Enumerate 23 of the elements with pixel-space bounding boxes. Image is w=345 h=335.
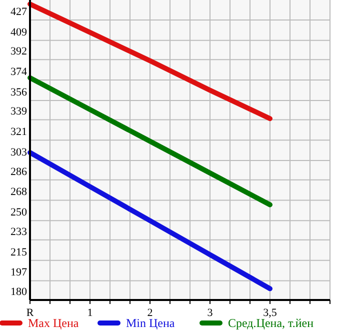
x-tick-label: 1 xyxy=(87,307,93,319)
y-tick-label: 180 xyxy=(10,286,28,298)
y-tick-label: 339 xyxy=(10,106,28,118)
x-tick-label: 3,5 xyxy=(263,307,278,319)
y-tick-label: 409 xyxy=(10,26,28,38)
y-tick-label: 321 xyxy=(10,126,27,138)
x-tick-label: 2 xyxy=(147,307,153,319)
y-tick-label: 268 xyxy=(10,186,28,198)
legend-label: Max Цена xyxy=(28,316,80,330)
legend-label: Сред.Цена, т.йен xyxy=(228,316,314,330)
x-tick-label: 3 xyxy=(207,307,214,319)
y-tick-label: 392 xyxy=(10,46,27,58)
y-tick-label: 215 xyxy=(10,246,28,258)
y-tick-label: 250 xyxy=(10,206,28,219)
y-tick-label: 197 xyxy=(10,266,28,279)
y-tick-label: 286 xyxy=(10,166,28,178)
y-tick-label: 233 xyxy=(10,226,28,238)
y-tick-label: 356 xyxy=(10,86,28,98)
y-tick-label: 427 xyxy=(10,6,28,18)
y-tick-label: 374 xyxy=(10,66,28,78)
x-tick-label: R xyxy=(26,307,34,319)
legend-label: Min Цена xyxy=(126,316,176,330)
y-tick-label: 303 xyxy=(10,146,28,159)
